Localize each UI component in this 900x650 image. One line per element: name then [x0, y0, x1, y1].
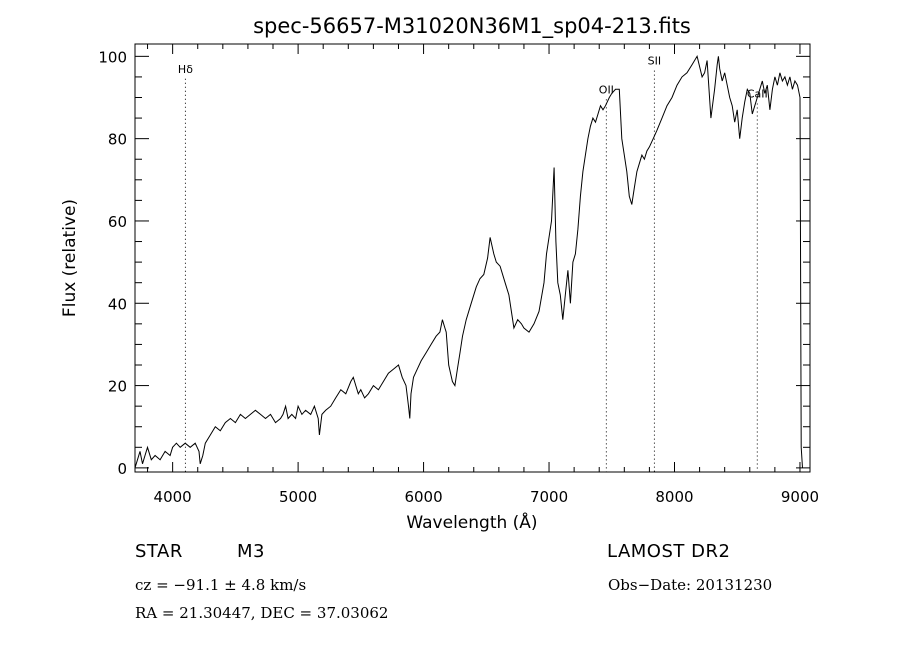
- x-tick-label: 7000: [530, 488, 568, 506]
- object-subclass: M3: [237, 541, 265, 562]
- line-marker-label: CaII: [747, 88, 768, 101]
- y-tick-label: 60: [108, 213, 127, 231]
- spectrum-line: [134, 55, 803, 469]
- x-tick-label: 9000: [781, 488, 819, 506]
- coordinates: RA = 21.30447, DEC = 37.03062: [135, 604, 389, 622]
- x-tick-label: 8000: [655, 488, 693, 506]
- plot-frame: [134, 43, 811, 473]
- redshift-readout: cz = −91.1 ± 4.8 km/s: [135, 576, 307, 594]
- x-axis-label: Wavelength (Å): [406, 511, 537, 533]
- line-markers: Hδ OII SII CaII: [178, 55, 768, 472]
- line-marker-label: SII: [648, 55, 661, 68]
- y-tick-label: 0: [117, 460, 127, 478]
- y-axis-label: Flux (relative): [60, 199, 80, 317]
- object-class: STAR: [135, 541, 183, 562]
- survey-name: LAMOST DR2: [607, 541, 731, 562]
- x-tick-label: 4000: [154, 488, 192, 506]
- y-tick-label: 100: [98, 48, 127, 66]
- obs-date: Obs−Date: 20131230: [608, 576, 773, 594]
- line-marker-label: Hδ: [178, 63, 193, 76]
- x-axis: 4000 5000 6000 7000 8000 9000: [147, 44, 819, 506]
- x-tick-label: 6000: [404, 488, 442, 506]
- y-tick-label: 20: [108, 378, 127, 396]
- x-tick-label: 5000: [279, 488, 317, 506]
- chart-title: spec-56657-M31020N36M1_sp04-213.fits: [253, 14, 691, 39]
- y-axis: 0 20 40 60 80 100: [98, 48, 810, 478]
- line-marker-label: OII: [599, 83, 614, 96]
- y-tick-label: 40: [108, 295, 127, 313]
- y-tick-label: 80: [108, 131, 127, 149]
